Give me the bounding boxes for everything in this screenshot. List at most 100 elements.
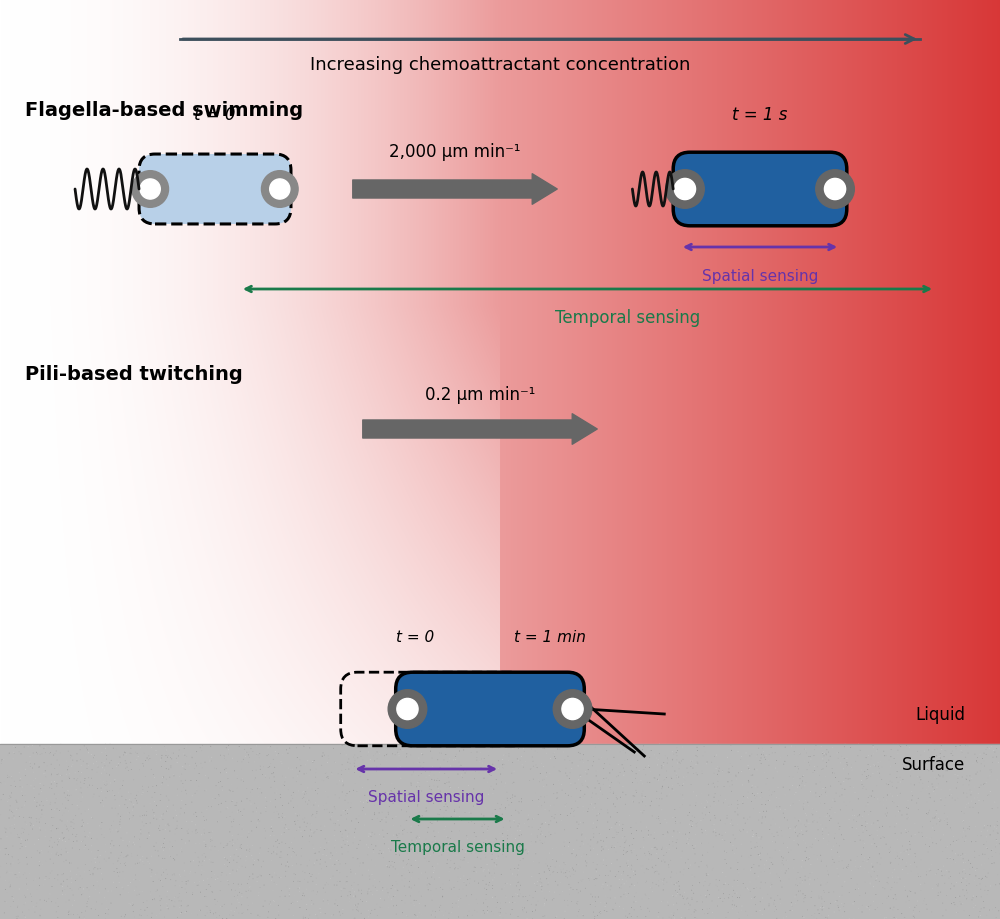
Point xyxy=(572,790,588,805)
Point xyxy=(137,769,153,784)
Point xyxy=(613,878,629,892)
Point xyxy=(865,738,881,753)
Point xyxy=(221,878,237,892)
Point xyxy=(346,912,362,919)
Point xyxy=(925,811,941,825)
Point xyxy=(15,767,31,782)
Point xyxy=(424,893,440,908)
Point xyxy=(102,822,118,836)
Point xyxy=(942,850,958,865)
Point xyxy=(890,833,906,847)
Point xyxy=(790,866,806,880)
Point xyxy=(563,789,579,804)
Point xyxy=(863,804,879,819)
Point xyxy=(242,842,258,857)
Point xyxy=(120,848,136,863)
Point xyxy=(473,852,489,867)
Point xyxy=(573,815,589,830)
Point xyxy=(164,868,180,882)
Point xyxy=(403,802,419,817)
Point xyxy=(599,743,615,758)
Point xyxy=(131,912,147,919)
Point xyxy=(902,762,918,777)
Point xyxy=(156,865,172,879)
Point xyxy=(805,801,821,816)
Point xyxy=(83,831,99,845)
Point xyxy=(751,741,767,755)
Point xyxy=(319,770,335,785)
Point xyxy=(407,907,423,919)
Point xyxy=(610,775,626,789)
Point xyxy=(403,776,419,790)
Point xyxy=(138,816,154,831)
Point xyxy=(638,848,654,863)
Point xyxy=(78,838,94,853)
Point xyxy=(229,805,245,820)
Point xyxy=(379,754,395,768)
Point xyxy=(17,768,33,783)
Point xyxy=(814,891,830,906)
Point xyxy=(765,895,781,910)
Point xyxy=(537,789,553,804)
Point xyxy=(277,868,293,883)
Point xyxy=(869,871,885,886)
Point xyxy=(47,871,63,886)
Point xyxy=(326,907,342,919)
Point xyxy=(842,821,858,835)
Point xyxy=(391,839,407,854)
Point xyxy=(408,831,424,845)
Point xyxy=(169,819,185,834)
Point xyxy=(817,910,833,919)
Point xyxy=(557,903,573,918)
Point xyxy=(377,738,393,753)
Point xyxy=(848,854,864,868)
Point xyxy=(787,740,803,754)
Point xyxy=(789,836,805,851)
Point xyxy=(889,789,905,803)
Point xyxy=(54,813,70,828)
Point xyxy=(907,827,923,842)
Point xyxy=(442,841,458,856)
Point xyxy=(816,894,832,909)
Point xyxy=(83,902,99,916)
Point xyxy=(69,829,85,844)
Point xyxy=(304,868,320,882)
Point xyxy=(850,791,866,806)
Point xyxy=(203,825,219,840)
Point xyxy=(37,829,53,844)
Point xyxy=(591,807,607,822)
Point xyxy=(264,738,280,753)
Point xyxy=(550,878,566,892)
Point xyxy=(188,826,204,841)
Point xyxy=(766,904,782,919)
Point xyxy=(98,790,114,805)
Point xyxy=(498,841,514,856)
Point xyxy=(785,754,801,768)
Point xyxy=(366,845,382,859)
Point xyxy=(569,896,585,911)
Point xyxy=(684,878,700,892)
Point xyxy=(320,877,336,891)
Point xyxy=(597,899,613,913)
Point xyxy=(717,834,733,848)
Point xyxy=(419,839,435,854)
Point xyxy=(953,848,969,863)
Point xyxy=(500,844,516,858)
Point xyxy=(257,770,273,785)
Point xyxy=(623,820,639,834)
Point xyxy=(308,783,324,798)
Point xyxy=(376,831,392,845)
Point xyxy=(176,857,192,871)
Point xyxy=(740,791,756,806)
Point xyxy=(424,859,440,874)
Point xyxy=(699,756,715,771)
Point xyxy=(465,760,481,775)
Point xyxy=(716,779,732,794)
Point xyxy=(230,827,246,842)
Point xyxy=(484,890,500,904)
Point xyxy=(130,749,146,764)
Point xyxy=(0,857,14,871)
Point xyxy=(62,869,78,884)
Point xyxy=(809,804,825,819)
Point xyxy=(351,883,367,898)
